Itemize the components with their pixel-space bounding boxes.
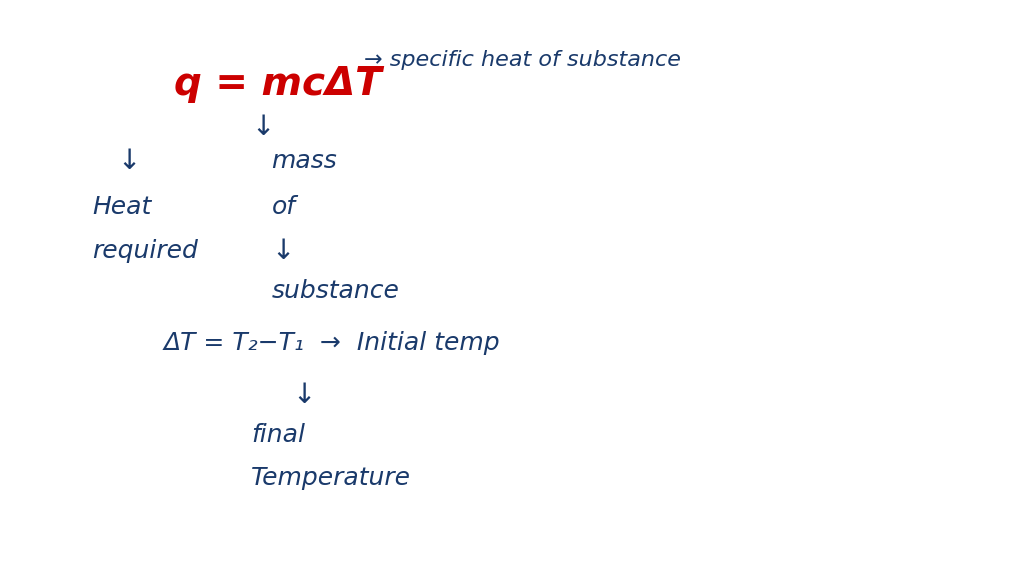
Text: final: final xyxy=(251,423,305,447)
Text: of: of xyxy=(271,195,295,219)
Text: → specific heat of substance: → specific heat of substance xyxy=(364,51,681,70)
Text: ↓: ↓ xyxy=(271,237,295,264)
Text: ↓: ↓ xyxy=(251,113,274,141)
Text: Temperature: Temperature xyxy=(251,466,411,490)
Text: Heat: Heat xyxy=(92,195,152,219)
Text: required: required xyxy=(92,238,198,263)
Text: q = mcΔT: q = mcΔT xyxy=(174,65,382,103)
Text: ↓: ↓ xyxy=(292,381,315,408)
Text: mass: mass xyxy=(271,149,337,173)
Text: ΔT = T₂−T₁  →  Initial temp: ΔT = T₂−T₁ → Initial temp xyxy=(164,331,501,355)
Text: substance: substance xyxy=(271,279,399,303)
Text: ↓: ↓ xyxy=(118,147,141,175)
